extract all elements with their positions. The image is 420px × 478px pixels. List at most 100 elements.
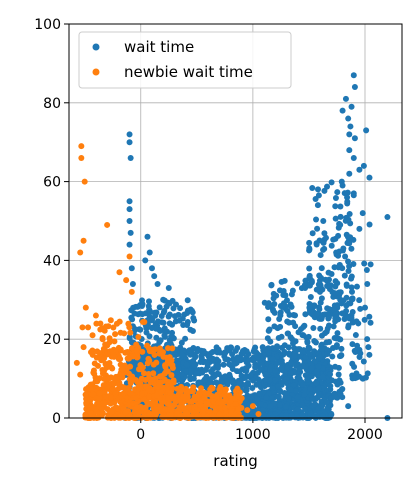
y-tick-label: 20 <box>43 332 61 348</box>
data-point <box>313 368 320 375</box>
data-point <box>203 359 210 366</box>
data-point <box>316 281 323 288</box>
data-point <box>286 350 293 357</box>
data-point <box>306 245 313 252</box>
data-point <box>230 361 237 368</box>
data-point <box>306 265 313 272</box>
data-point <box>322 276 329 283</box>
data-point <box>191 393 198 400</box>
data-point <box>283 364 290 371</box>
data-point <box>190 409 197 416</box>
data-point <box>332 215 339 222</box>
data-point <box>255 411 262 418</box>
data-point <box>184 318 191 325</box>
data-point <box>131 310 138 317</box>
data-point <box>263 394 270 401</box>
data-point <box>126 218 133 224</box>
data-point <box>277 312 284 319</box>
data-point <box>97 320 104 327</box>
data-point <box>313 310 320 317</box>
data-point <box>309 185 316 192</box>
data-point <box>154 318 161 325</box>
data-point <box>139 390 146 397</box>
data-point <box>191 317 198 324</box>
data-point <box>106 335 113 342</box>
data-point <box>315 385 322 392</box>
data-point <box>346 147 353 154</box>
data-point <box>365 344 372 351</box>
data-point <box>334 330 341 337</box>
data-point <box>278 365 285 372</box>
data-point <box>201 389 208 396</box>
data-point <box>346 211 353 218</box>
data-point <box>215 399 222 406</box>
data-point <box>334 189 341 196</box>
data-point <box>129 373 136 380</box>
data-point <box>279 304 286 311</box>
data-point <box>153 359 160 366</box>
data-point <box>302 311 309 318</box>
data-point <box>220 361 227 368</box>
data-point <box>275 393 282 400</box>
data-point <box>166 401 173 408</box>
data-point <box>353 283 360 290</box>
data-point <box>170 305 177 312</box>
data-point <box>267 338 274 345</box>
data-point <box>300 332 307 339</box>
data-point <box>145 344 152 351</box>
data-point <box>361 260 368 267</box>
data-point <box>112 390 119 397</box>
data-point <box>130 353 137 360</box>
data-point <box>157 349 164 356</box>
data-point <box>335 371 342 378</box>
data-point <box>137 364 144 371</box>
data-point <box>325 314 332 321</box>
data-point <box>122 409 129 416</box>
data-point <box>130 304 137 311</box>
data-point <box>166 311 173 318</box>
data-point <box>320 217 327 224</box>
data-point <box>314 394 321 401</box>
data-point <box>209 412 216 419</box>
data-point <box>328 394 335 401</box>
data-point <box>334 381 341 388</box>
data-point <box>318 295 325 302</box>
data-point <box>335 364 342 371</box>
data-point <box>116 269 123 276</box>
data-point <box>292 312 299 319</box>
data-point <box>89 404 96 411</box>
data-point <box>94 362 101 369</box>
data-point <box>127 154 134 161</box>
data-point <box>311 337 318 344</box>
data-point <box>284 330 291 337</box>
data-point <box>215 362 222 369</box>
data-point <box>151 273 158 280</box>
data-point <box>350 190 357 197</box>
data-point <box>292 323 299 330</box>
data-point <box>360 358 367 365</box>
data-point <box>304 339 311 346</box>
y-tick-label: 60 <box>43 175 61 191</box>
data-point <box>180 404 187 411</box>
data-point <box>315 192 322 199</box>
data-point <box>315 363 322 370</box>
data-point <box>333 335 340 342</box>
data-point <box>275 383 282 390</box>
data-point <box>356 166 363 173</box>
data-point <box>93 354 100 361</box>
data-point <box>314 186 321 193</box>
data-point <box>197 402 204 409</box>
data-point <box>117 346 124 353</box>
data-point <box>83 386 90 393</box>
x-tick-label: 2000 <box>347 427 383 443</box>
data-point <box>213 393 220 400</box>
data-point <box>316 354 323 361</box>
data-point <box>110 380 117 387</box>
data-point <box>226 361 233 368</box>
data-point <box>333 342 340 349</box>
data-point <box>73 359 80 366</box>
data-point <box>187 374 194 381</box>
data-point <box>324 183 331 190</box>
data-point <box>215 346 222 353</box>
data-point <box>80 237 87 244</box>
